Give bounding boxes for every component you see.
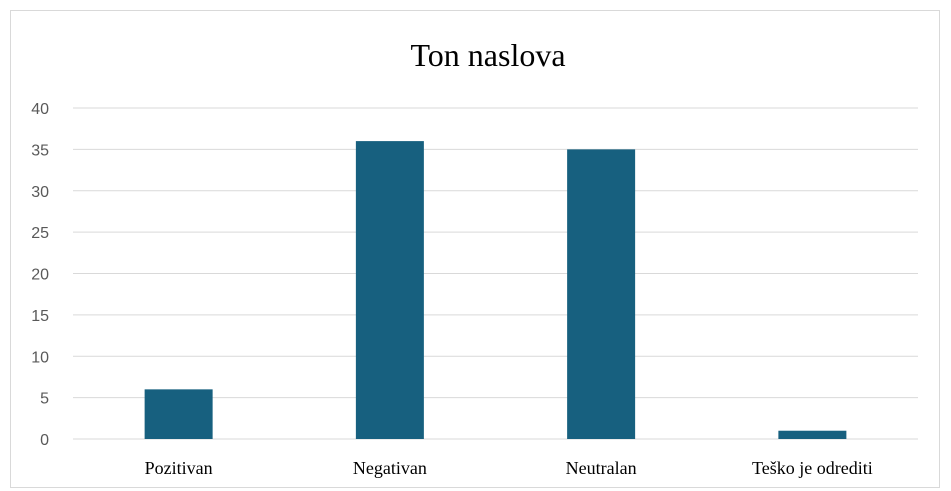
y-tick-label: 30 [31,184,49,201]
bars [144,141,847,439]
bar-4 [778,430,847,439]
x-tick-label: Neutralan [566,458,637,478]
y-tick-label: 35 [31,142,49,159]
x-tick-label: Teško je odrediti [752,458,873,478]
y-tick-label: 40 [31,101,49,118]
y-tick-label: 0 [40,432,49,449]
bar-2 [355,141,424,439]
y-tick-label: 10 [31,349,49,366]
y-tick-label: 15 [31,308,49,325]
bar-3 [567,149,636,439]
chart-title: Ton naslova [410,37,565,73]
x-tick-label: Pozitivan [145,458,213,478]
y-tick-label: 25 [31,225,49,242]
gridlines [73,107,918,440]
y-tick-label: 20 [31,267,49,284]
x-axis-ticks: Pozitivan Negativan Neutralan Teško je odre… [145,458,873,478]
y-axis-ticks: 0 5 10 15 20 25 30 35 40 [31,101,49,449]
y-tick-label: 5 [40,391,49,408]
bar-1 [144,389,213,439]
x-tick-label: Negativan [353,458,427,478]
